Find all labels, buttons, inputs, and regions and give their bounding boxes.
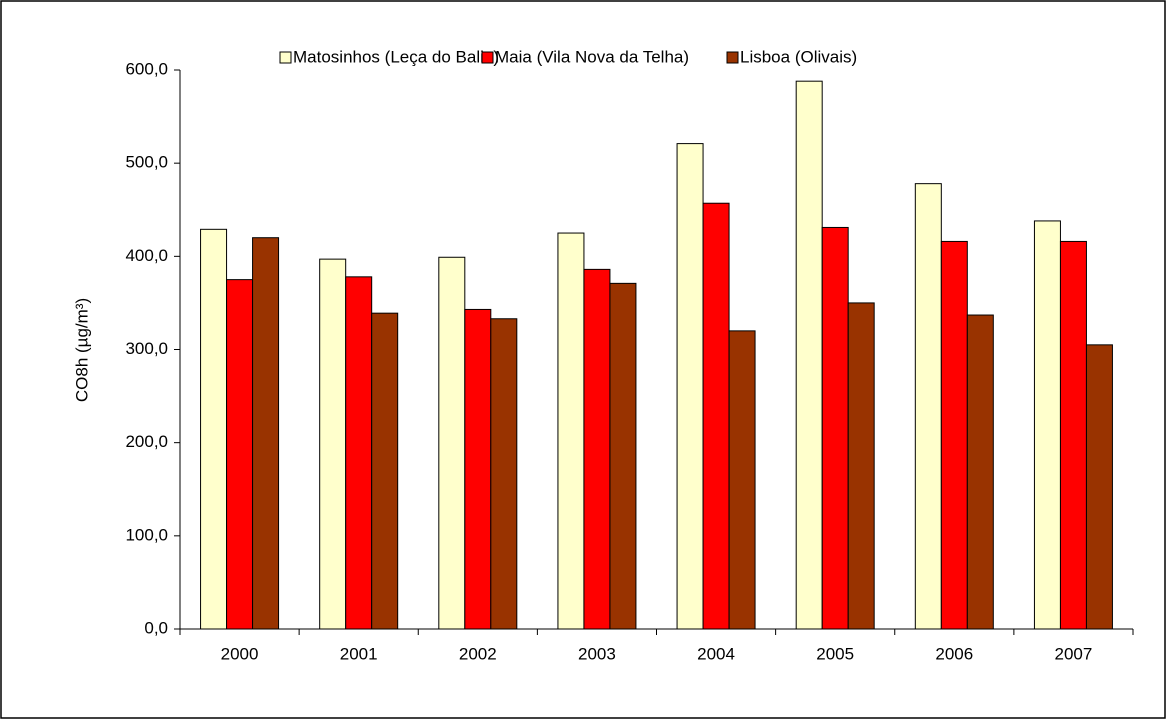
bar [966, 314, 994, 630]
bar [371, 312, 399, 630]
y-tick-label: 600,0 [125, 59, 168, 78]
y-tick-label: 100,0 [125, 525, 168, 544]
bar [847, 302, 875, 630]
x-tick-label: 2006 [935, 644, 973, 663]
x-tick-label: 2002 [459, 644, 497, 663]
legend-label: Matosinhos (Leça do Balio) [293, 47, 499, 66]
y-tick-label: 400,0 [125, 246, 168, 265]
bar [557, 232, 585, 630]
x-tick-label: 2003 [578, 644, 616, 663]
bar [1033, 220, 1061, 630]
legend-swatch [279, 51, 292, 64]
bar [609, 282, 637, 630]
bar [795, 80, 823, 630]
legend-swatch [481, 51, 494, 64]
bar [464, 308, 492, 630]
bar [914, 183, 942, 630]
x-tick-label: 2000 [221, 644, 259, 663]
bar [226, 279, 254, 630]
bar [1059, 240, 1087, 630]
y-tick-label: 200,0 [125, 432, 168, 451]
x-tick-label: 2007 [1055, 644, 1093, 663]
bar [940, 240, 968, 630]
bar [702, 202, 730, 630]
x-tick-label: 2005 [816, 644, 854, 663]
bar [728, 330, 756, 630]
y-axis-label: CO8h (µg/m³) [72, 298, 91, 402]
y-tick-label: 0,0 [144, 618, 168, 637]
x-tick-label: 2001 [340, 644, 378, 663]
legend-label: Maia (Vila Nova da Telha) [495, 47, 689, 66]
bar [200, 228, 228, 630]
bar [319, 258, 347, 630]
y-tick-label: 500,0 [125, 153, 168, 172]
bar [490, 318, 518, 630]
bar [676, 143, 704, 630]
bar [1085, 344, 1113, 630]
legend-label: Lisboa (Olivais) [740, 47, 857, 66]
x-tick-label: 2004 [697, 644, 735, 663]
y-tick-label: 300,0 [125, 339, 168, 358]
legend-swatch [726, 51, 739, 64]
bar [345, 276, 373, 630]
bar [252, 237, 280, 630]
bar [438, 256, 466, 630]
bar [821, 226, 849, 630]
bar [583, 268, 611, 630]
